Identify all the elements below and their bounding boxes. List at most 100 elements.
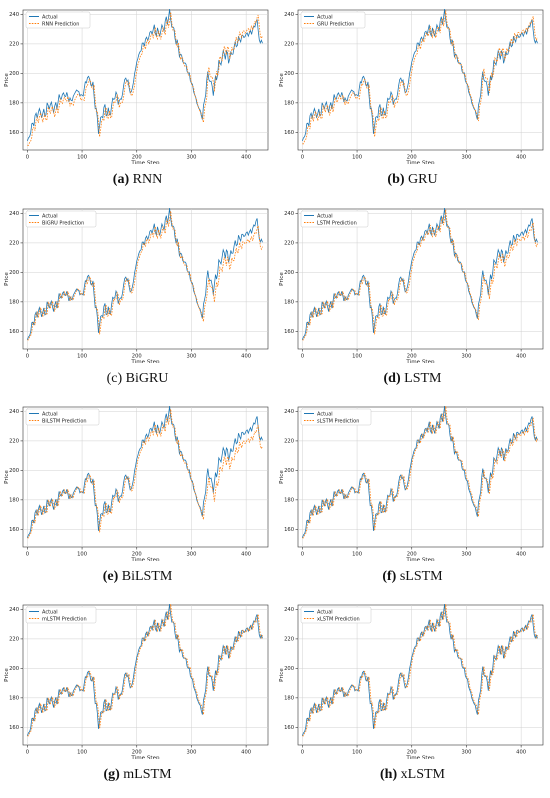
y-axis-label: Price [4,470,10,484]
y-tick-label: 240 [284,211,294,217]
y-tick-label: 180 [9,300,19,306]
x-tick-label: 0 [301,155,304,161]
caption-model-name: LSTM [400,371,442,386]
caption-letter: (c) [106,371,123,386]
x-tick-label: 400 [516,155,526,161]
caption-model-name: mLSTM [119,767,172,782]
plot-area [297,604,544,746]
x-tick-label: 400 [516,552,526,558]
y-tick-label: 180 [284,696,294,702]
y-tick-label: 180 [284,101,294,107]
prediction-series-line [27,409,263,539]
y-tick-label: 200 [9,666,19,672]
plot-area [297,208,544,350]
y-tick-label: 200 [284,468,294,474]
plot-area [22,406,269,548]
x-tick-label: 100 [77,354,87,360]
y-tick-label: 160 [9,130,19,136]
plot-area [297,406,544,548]
prediction-series-line [302,10,538,145]
line-chart: 0 100 200 300 400 160 180 200 220 240 Time Step Pri… [279,208,544,363]
plot-area [297,9,544,151]
caption-model-name: BiLSTM [118,569,173,584]
actual-series-line [27,9,263,142]
y-tick-label: 160 [284,130,294,136]
y-tick-label: 160 [284,725,294,731]
legend-label-actual: Actual [42,411,58,417]
y-tick-label: 180 [9,498,19,504]
chart-panel-bigru: 0 100 200 300 400 160 180 200 220 240 Time Step Pri… [0,203,275,402]
chart-panel-gru: 0 100 200 300 400 160 180 200 220 240 Time Step Pri… [275,4,550,203]
y-tick-label: 160 [284,329,294,335]
actual-series-line [27,208,263,341]
y-axis-label: Price [279,73,285,87]
x-tick-label: 200 [407,155,417,161]
y-tick-label: 180 [9,101,19,107]
y-axis-label: Price [279,668,285,682]
x-tick-label: 200 [407,354,417,360]
legend-label-actual: Actual [42,213,58,219]
y-tick-label: 220 [284,439,294,445]
x-tick-label: 400 [241,155,251,161]
x-tick-label: 100 [352,354,362,360]
line-chart: 0 100 200 300 400 160 180 200 220 240 Time Step Pri… [4,604,269,760]
caption-letter: (g) [103,767,120,782]
x-tick-label: 400 [516,354,526,360]
panel-caption: (a) RNN [0,172,275,188]
x-tick-label: 300 [461,750,471,756]
x-tick-label: 300 [461,155,471,161]
x-axis-label: Time Step [130,756,160,760]
x-tick-label: 400 [516,750,526,756]
legend-label-actual: Actual [317,411,333,417]
legend-label-actual: Actual [42,609,58,615]
x-tick-label: 100 [352,155,362,161]
legend-label-actual: Actual [317,609,333,615]
x-tick-label: 100 [77,552,87,558]
caption-model-name: BiGRU [122,371,169,386]
x-tick-label: 0 [301,354,304,360]
prediction-series-line [27,604,263,737]
panel-caption: (h) xLSTM [275,767,550,783]
line-chart: 0 100 200 300 400 160 180 200 220 240 Time Step Pri… [4,9,269,164]
legend-label-prediction: GRU Prediction [317,21,354,27]
x-tick-label: 0 [26,552,29,558]
panel-caption: (d) LSTM [275,371,550,387]
prediction-series-line [302,406,538,539]
caption-letter: (e) [102,569,119,584]
caption-letter: (h) [380,767,398,782]
caption-letter: (b) [387,172,405,187]
y-axis-label: Price [279,272,285,286]
y-tick-label: 200 [284,666,294,672]
actual-series-line [302,604,538,737]
legend-box [25,210,97,228]
x-tick-label: 300 [461,552,471,558]
legend-label-prediction: xLSTM Prediction [317,616,360,622]
x-tick-label: 200 [132,155,142,161]
y-tick-label: 220 [9,241,19,247]
legend-box [300,408,372,426]
panel-caption: (e) BiLSTM [0,569,275,585]
y-tick-label: 240 [9,607,19,613]
line-chart: 0 100 200 300 400 160 180 200 220 240 Time Step Pri… [4,208,269,363]
x-axis-label: Time Step [405,756,435,760]
x-tick-label: 200 [407,750,417,756]
x-tick-label: 100 [352,552,362,558]
legend-label-prediction: RNN Prediction [42,21,79,27]
line-chart: 0 100 200 300 400 160 180 200 220 240 Time Step Pri… [279,9,544,165]
x-tick-label: 200 [407,552,417,558]
y-tick-label: 220 [9,637,19,643]
actual-series-line [302,208,538,341]
caption-letter: (d) [383,371,401,386]
y-tick-label: 240 [284,12,294,18]
y-tick-label: 200 [9,270,19,276]
legend-box [25,408,100,426]
legend-box [300,11,366,29]
actual-series-line [302,406,538,539]
x-axis-label: Time Step [405,161,435,165]
y-axis-label: Price [4,73,10,87]
legend-label-prediction: BiGRU Prediction [42,220,84,226]
y-tick-label: 160 [9,725,19,731]
